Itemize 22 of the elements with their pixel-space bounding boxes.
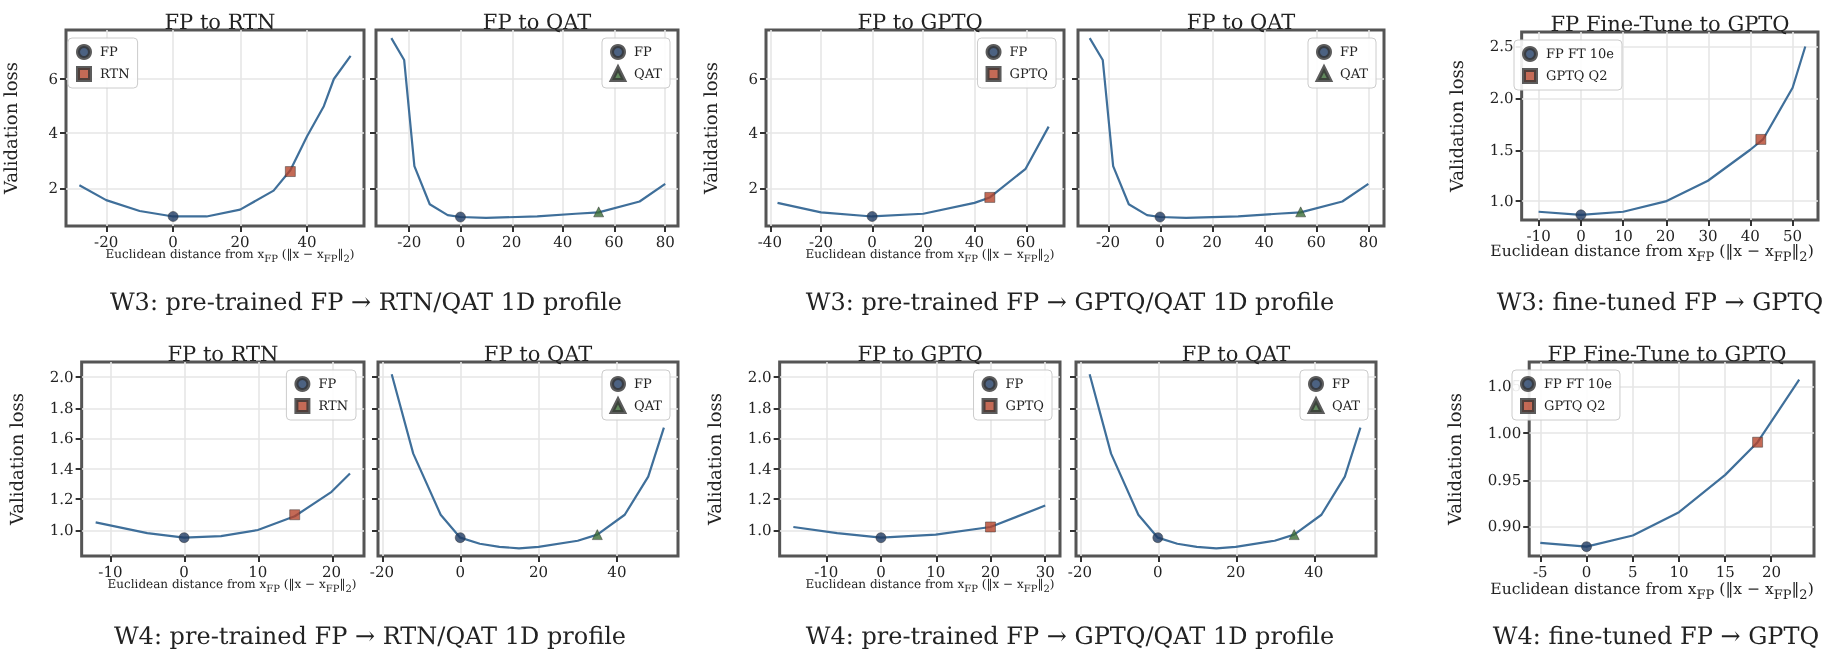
chart-title: FP to RTN [167,343,279,367]
chart-title: FP to RTN [164,11,276,35]
y-axis-title: Validation loss [9,392,29,528]
text: W4: pre-trained FP → RTN/QAT 1D profile [113,622,627,650]
text: W3: pre-trained FP → RTN/QAT 1D profile [109,288,623,316]
y-axis-title: Validation loss [1449,59,1469,195]
text: W3: fine-tuned FP → GPTQ [1496,288,1824,316]
y-axis-title: Validation loss [707,392,727,528]
chart-title: FP Fine-Tune to GPTQ [1550,13,1791,37]
text: W4: fine-tuned FP → GPTQ [1492,622,1820,650]
y-axis-title: Validation loss [1447,392,1467,528]
chart-title: FP to QAT [483,343,593,367]
text: W3: pre-trained FP → GPTQ/QAT 1D profile [805,288,1335,316]
text: W4: pre-trained FP → GPTQ/QAT 1D profile [805,622,1335,650]
chart-title: FP to GPTQ [857,11,984,35]
chart-title: FP Fine-Tune to GPTQ [1547,343,1788,367]
chart-title: FP to QAT [1186,11,1296,35]
chart-title: FP to GPTQ [857,343,984,367]
chart-title: FP to QAT [1181,343,1291,367]
chart-title: FP to QAT [482,11,592,35]
y-axis-title: Validation loss [3,61,23,197]
y-axis-title: Validation loss [703,61,723,197]
